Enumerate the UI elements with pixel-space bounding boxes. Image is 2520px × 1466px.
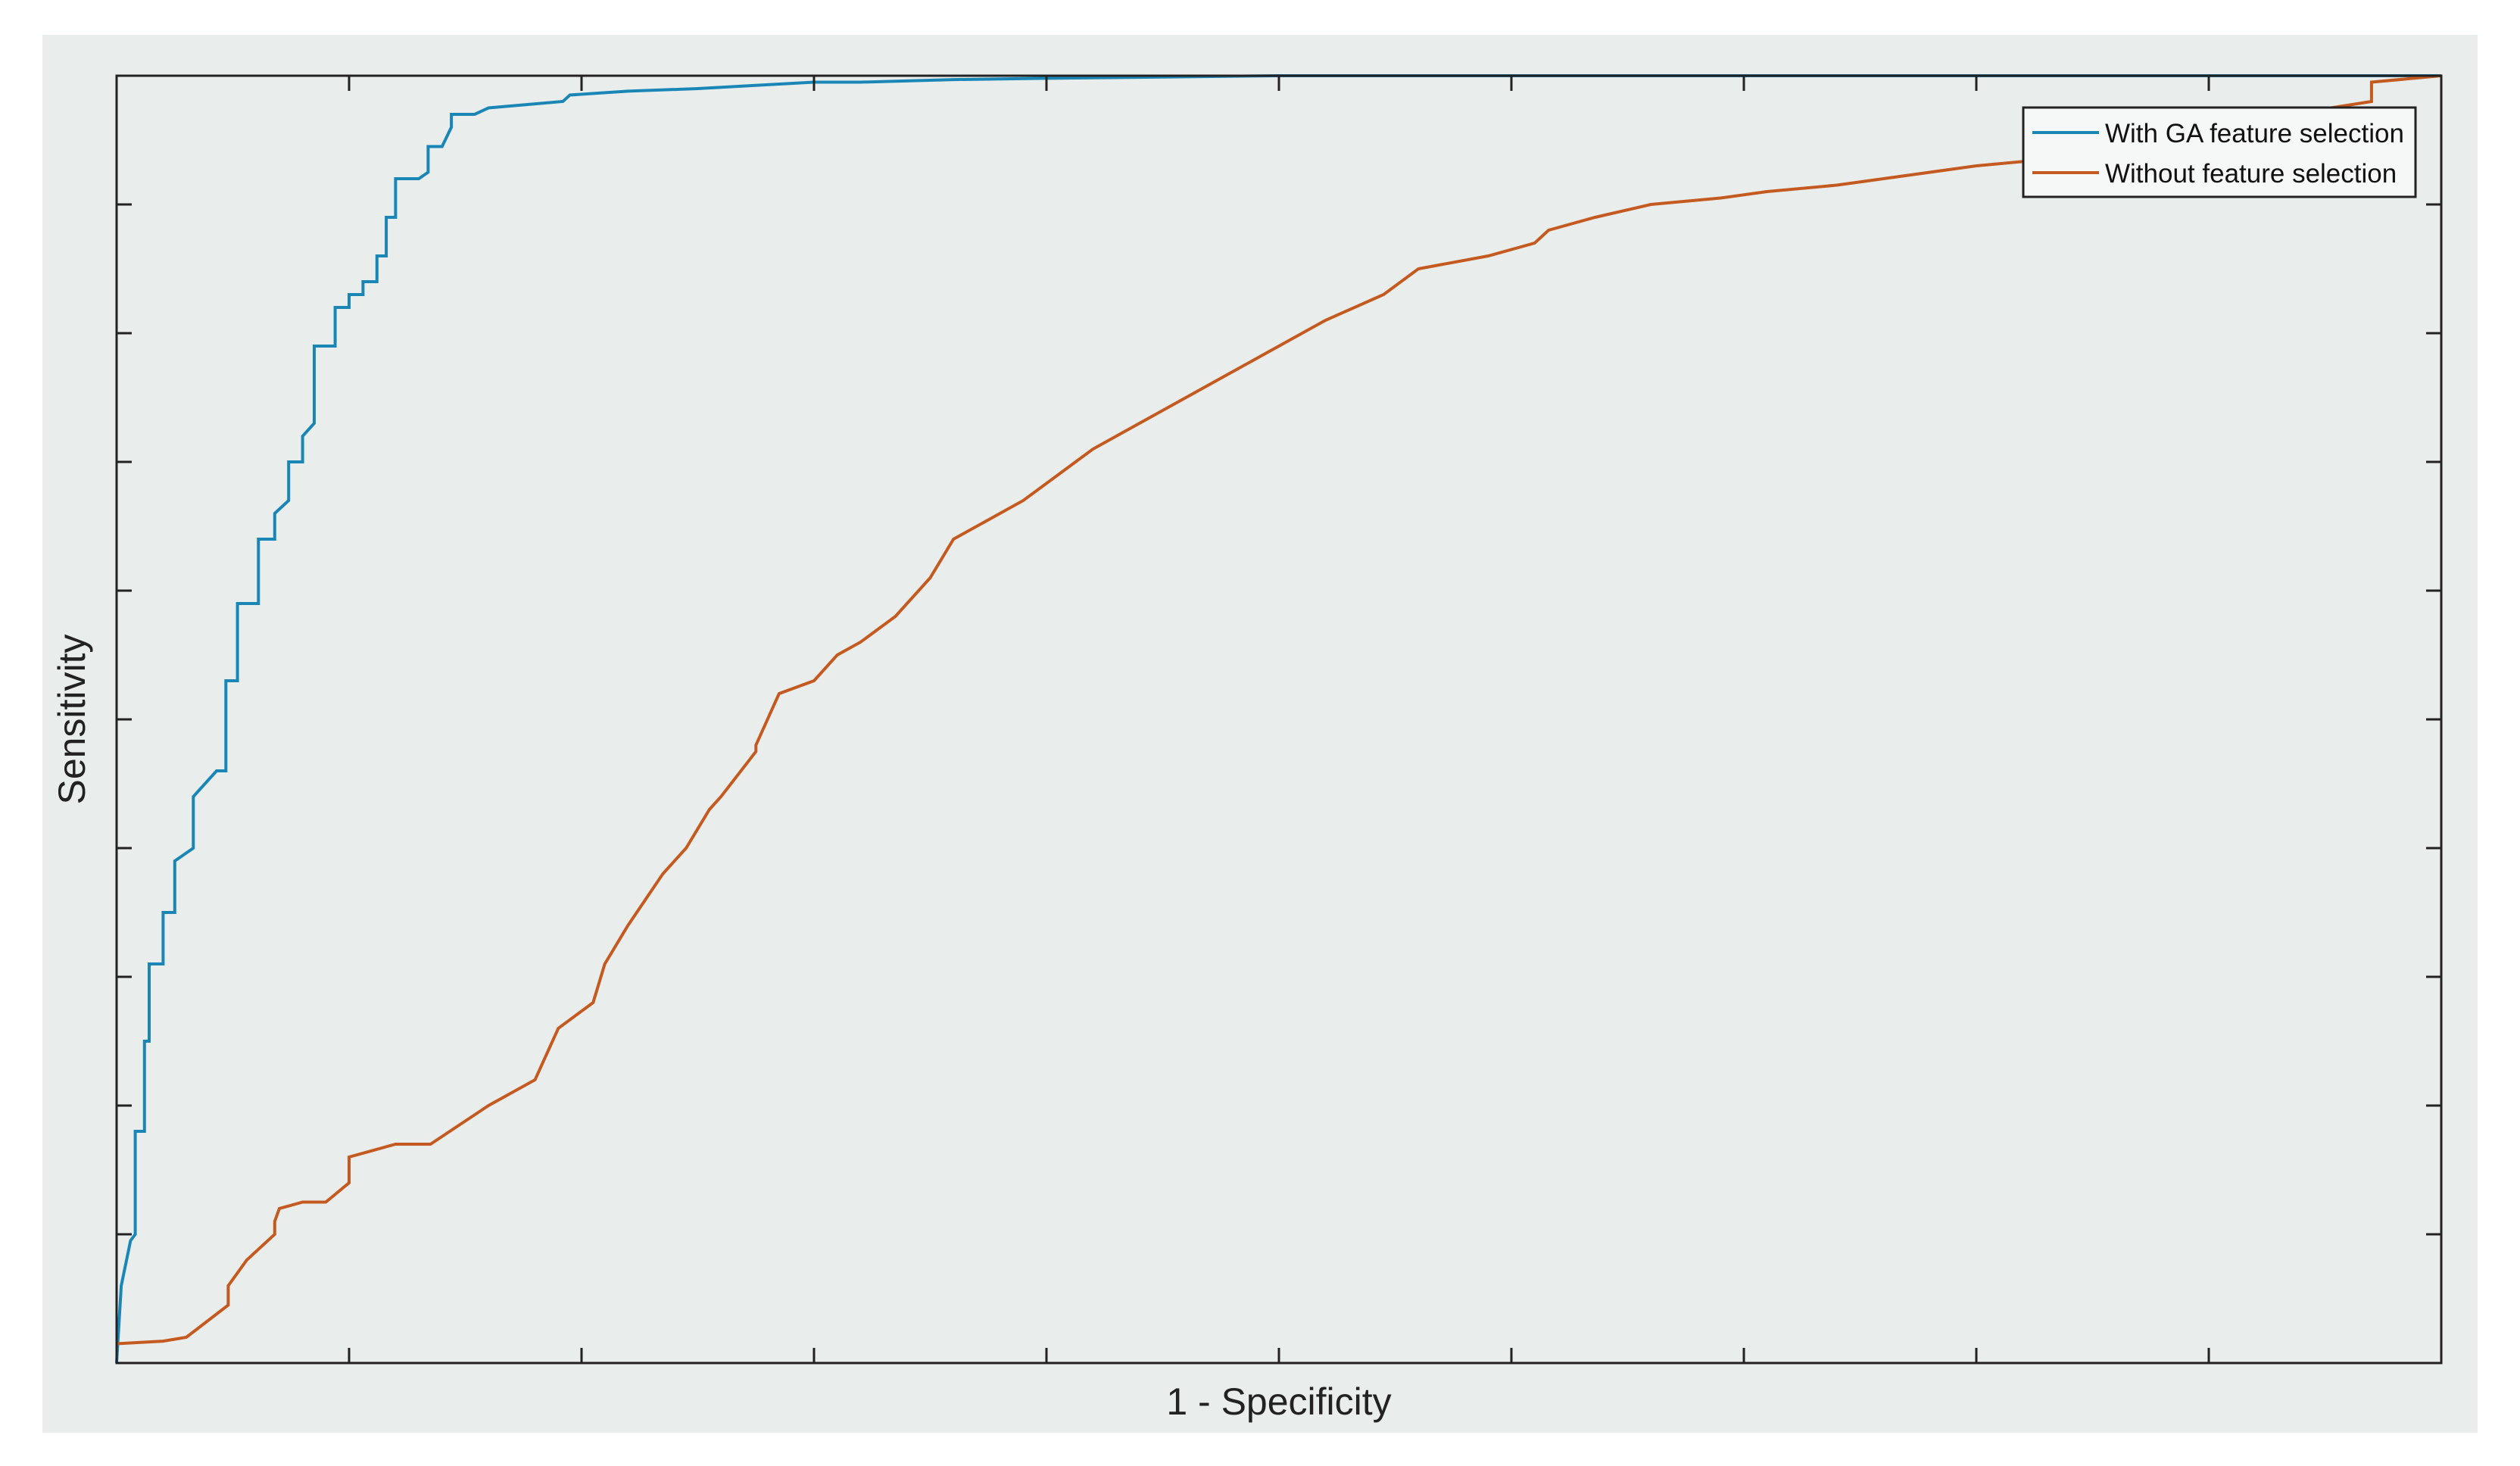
y-axis-label: Sensitivity	[51, 634, 93, 804]
axes-frame	[115, 74, 2443, 1365]
series-line-no-fs	[116, 74, 2442, 1346]
legend-box	[2022, 106, 2417, 198]
legend-label-ga: With GA feature selection	[2105, 119, 2404, 148]
legend[interactable]: With GA feature selection Without featur…	[2022, 106, 2417, 198]
series-layer	[115, 74, 2442, 1364]
series-line-ga	[115, 74, 2441, 1364]
figure-background	[42, 35, 2478, 1433]
x-axis-label: 1 - Specificity	[1166, 1380, 1391, 1423]
legend-label-no-fs: Without feature selection	[2105, 159, 2397, 189]
